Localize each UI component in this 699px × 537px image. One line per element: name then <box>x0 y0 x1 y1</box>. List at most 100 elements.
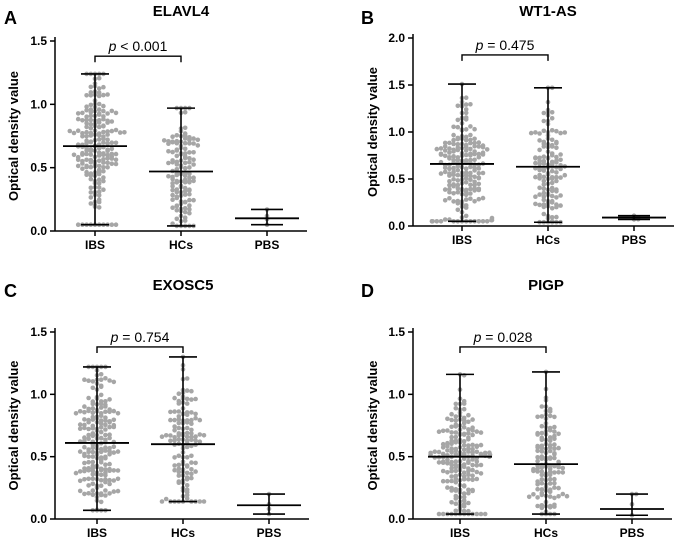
panel-c-point <box>73 411 79 416</box>
panel-a-point <box>170 139 175 145</box>
panel-a-point <box>105 160 110 166</box>
panel-d-letter: D <box>361 281 374 301</box>
panel-c-point <box>193 434 198 439</box>
panel-d-point <box>466 419 471 425</box>
panel-d-point <box>539 443 545 449</box>
panel-a-point <box>101 157 106 162</box>
panel-d-point <box>539 435 545 441</box>
panel-a-point <box>182 146 188 152</box>
panel-a-point <box>174 187 180 192</box>
panel-a-point <box>88 190 94 195</box>
panel-b-significance-bracket <box>461 54 549 61</box>
panel-c-point <box>189 471 194 477</box>
panel-a-point <box>80 134 85 139</box>
panel-a-point <box>187 175 192 180</box>
panel-c-point <box>172 455 177 460</box>
panel-c-point <box>103 488 108 493</box>
panel-a-point <box>109 222 115 227</box>
panel-b-point <box>549 137 555 143</box>
panel-b-point <box>549 206 555 211</box>
panel-a-point <box>182 206 188 211</box>
panel-d-point <box>449 466 454 471</box>
panel-c-point <box>107 397 112 402</box>
panel-c-point <box>90 385 96 391</box>
panel-c-point <box>176 453 182 459</box>
panel-c-point <box>82 409 87 415</box>
panel-b-point <box>472 157 477 163</box>
panel-b-point <box>463 213 469 219</box>
panel-d-point <box>453 488 459 493</box>
panel-c-ytick-label: 1.5 <box>30 325 47 339</box>
panel-d-point <box>453 406 459 411</box>
panel-b-point <box>463 152 469 158</box>
panel-d-point <box>478 511 484 517</box>
panel-b-point <box>442 198 448 203</box>
panel-d-point <box>461 503 467 509</box>
panel-d-point <box>552 502 557 508</box>
panel-d-point <box>449 446 454 451</box>
panel-c-point <box>98 372 104 377</box>
panel-a-point <box>96 101 102 107</box>
panel-b-point <box>541 174 547 180</box>
panel-d-point <box>560 465 566 471</box>
panel-b-title: WT1-AS <box>519 3 577 20</box>
panel-b-point <box>472 165 477 171</box>
panel-b-point <box>447 140 452 146</box>
panel-c-point <box>197 439 203 445</box>
panel-a-point <box>96 137 102 142</box>
panel-a-point <box>191 141 196 146</box>
panel-d-point <box>539 449 545 454</box>
panel-c-significance-bracket <box>96 346 184 353</box>
panel-b-point <box>541 141 547 147</box>
panel-b-point <box>455 182 461 188</box>
panel-a-point <box>101 124 106 129</box>
panel-b-point <box>549 144 555 149</box>
panel-d-point <box>478 451 484 457</box>
panel-d-point <box>449 417 454 423</box>
panel-a-point <box>113 110 119 116</box>
panel-a-point <box>96 193 102 198</box>
panel-d-point <box>445 457 450 463</box>
panel-a-point <box>88 173 94 178</box>
panel-d-point <box>461 420 467 426</box>
panel-a-point <box>84 129 89 135</box>
panel-a-point <box>75 128 81 133</box>
panel-d-point <box>461 470 467 476</box>
panel-d-point <box>539 423 545 429</box>
panel-b-point <box>451 124 456 130</box>
panel-a-point <box>191 150 196 155</box>
panel-b-p-text: = 0.475 <box>483 37 534 53</box>
panel-b-point <box>451 199 456 204</box>
panel-a-point <box>101 129 106 135</box>
panel-c-point <box>86 395 91 401</box>
panel-d-point <box>474 476 480 482</box>
panel-a-point <box>75 111 81 116</box>
panel-a-point <box>84 120 89 126</box>
panel-d-point <box>552 470 557 475</box>
panel-d-point <box>556 485 561 491</box>
panel-d-point <box>449 430 454 435</box>
panel-b-point <box>468 191 473 196</box>
panel-d-point <box>470 488 475 494</box>
panel-a-point <box>166 149 171 154</box>
panel-a-point <box>96 145 102 151</box>
panel-b-point <box>442 144 448 149</box>
panel-b-point <box>549 215 555 220</box>
panel-a-point <box>170 158 175 163</box>
panel-c-point <box>82 466 87 471</box>
panel-d-point <box>445 478 450 484</box>
panel-a-ylabel: Optical density value <box>6 71 21 201</box>
panel-a-point <box>191 197 196 203</box>
panel-b-point <box>562 130 568 135</box>
panel-c-point <box>107 466 112 472</box>
panel-b-point <box>549 193 555 199</box>
panel-b-point <box>451 149 456 154</box>
panel-b-point <box>472 136 477 142</box>
panel-d-point <box>470 450 475 456</box>
panel-c-point <box>176 480 182 486</box>
panel-d-point <box>466 437 471 442</box>
panel-a-ytick-label: 1.5 <box>30 34 47 48</box>
panel-b-point <box>451 157 456 163</box>
panel-a-point <box>71 152 77 158</box>
